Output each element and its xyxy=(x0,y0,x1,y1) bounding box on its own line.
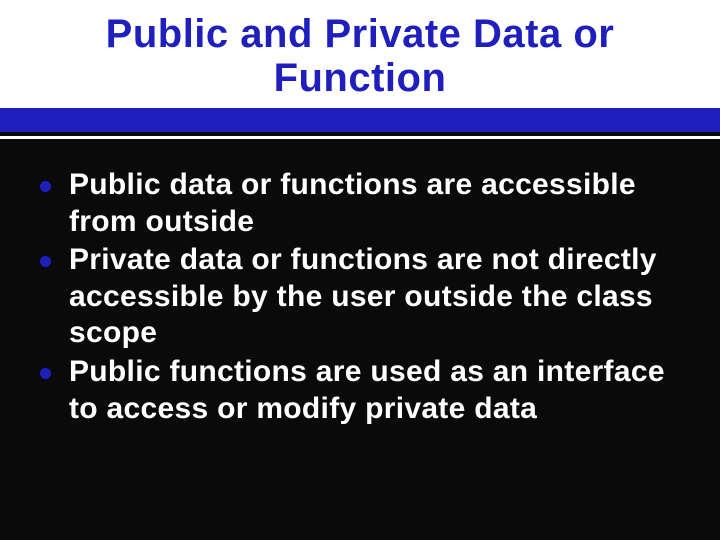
header-region: Public and Private Data or Function xyxy=(0,0,720,108)
bullet-icon xyxy=(40,368,51,379)
bullet-text: Public data or functions are accessible … xyxy=(69,167,680,240)
bullet-icon xyxy=(40,256,51,267)
list-item: Public functions are used as an interfac… xyxy=(40,354,680,427)
bullet-text: Public functions are used as an interfac… xyxy=(69,354,680,427)
list-item: Public data or functions are accessible … xyxy=(40,167,680,240)
slide: Public and Private Data or Function Publ… xyxy=(0,0,720,540)
divider-band xyxy=(0,108,720,132)
bullet-text: Private data or functions are not direct… xyxy=(69,242,680,352)
bullet-icon xyxy=(40,181,51,192)
body-region: Public data or functions are accessible … xyxy=(0,139,720,449)
slide-title: Public and Private Data or Function xyxy=(0,0,720,108)
list-item: Private data or functions are not direct… xyxy=(40,242,680,352)
bullet-list: Public data or functions are accessible … xyxy=(40,167,680,427)
